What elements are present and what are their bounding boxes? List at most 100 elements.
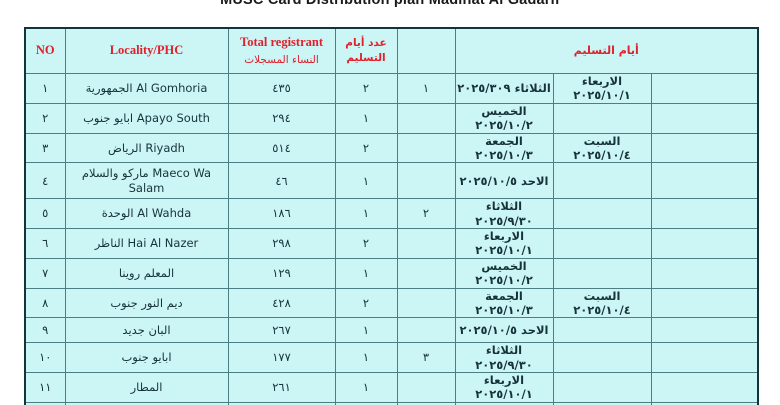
table-row: ٥ Al Wahda الوحدة ١٨٦ ١ ٢ الثلاثاء ٢٠٢٥/٩/٣٠ [24, 198, 759, 229]
cell-total: ١٧٧ [227, 342, 336, 373]
cell-delivery-date-2 [552, 228, 652, 259]
cell-delivery-date-3 [650, 132, 759, 164]
cell-sequence: ١ [396, 73, 456, 104]
cell-total: ١٢٩ [227, 257, 336, 289]
cell-delivery-date-1: الاحد ٢٠٢٥/١٠/٥ [454, 317, 554, 344]
table-header-row: NO Locality/PHC Total registrant النساء … [24, 27, 759, 74]
cell-delivery-date-3 [650, 228, 759, 259]
cell-delivery-date-3 [650, 162, 759, 200]
cell-delivery-date-2 [552, 317, 652, 344]
cell-delivery-date-3 [650, 372, 759, 403]
cell-delivery-date-2: الاربعاء ٢٠٢٥/١٠/١ [552, 73, 652, 104]
table-row: ١١ المطار ٢٦١ ١ الاربعاء ٢٠٢٥/١٠/١ [24, 372, 759, 403]
column-header-locality-label: Locality/PHC [109, 43, 184, 58]
cell-total: ٢٦٧ [227, 317, 336, 344]
cell-total: ٤٢٨ [227, 287, 336, 319]
cell-delivery-date-2 [552, 372, 652, 403]
cell-locality: ابايو جنوب [64, 342, 229, 373]
table-row: ٦ Hai Al Nazer الناظر ٢٩٨ ٢ الاربعاء ٢٠٢٥/١٠… [24, 228, 759, 259]
cell-days-count: ٢ [334, 132, 398, 164]
cell-locality: Apayo South ابايو جنوب [64, 102, 229, 134]
cell-sequence [396, 372, 456, 403]
cell-delivery-date-1: الجمعة ٢٠٢٥/١٠/٣ [454, 132, 554, 164]
cell-days-count: ٢ [334, 287, 398, 319]
cell-no: ٩ [24, 317, 66, 344]
column-header-delivery-days: أيام التسليم [454, 27, 759, 74]
cell-delivery-date-2 [552, 102, 652, 134]
cell-delivery-date-1: الجمعة ٢٠٢٥/١٠/٣ [454, 287, 554, 319]
cell-locality: المطار [64, 372, 229, 403]
cell-total: ٢٩٤ [227, 102, 336, 134]
cell-days-count: ١ [334, 162, 398, 200]
cell-delivery-date-1: الاحد ٢٠٢٥/١٠/٥ [454, 162, 554, 200]
cell-delivery-date-3 [650, 198, 759, 229]
cell-no: ٥ [24, 198, 66, 229]
cell-delivery-date-1: الخميس ٢٠٢٥/١٠/٢ [454, 257, 554, 289]
cell-days-count: ١ [334, 102, 398, 134]
cell-locality: Al Gomhoria الجمهورية [64, 73, 229, 104]
cell-days-count: ١ [334, 372, 398, 403]
cell-delivery-date-2: السبت ٢٠٢٥/١٠/٤ [552, 287, 652, 319]
cell-locality: Hai Al Nazer الناظر [64, 228, 229, 259]
cell-delivery-date-1: الخميس ٢٠٢٥/١٠/٢ [454, 102, 554, 134]
cell-sequence [396, 287, 456, 319]
cell-delivery-date-2 [552, 342, 652, 373]
cell-no: ٧ [24, 257, 66, 289]
table-header: NO Locality/PHC Total registrant النساء … [24, 27, 759, 74]
cell-sequence [396, 228, 456, 259]
cell-delivery-date-3 [650, 287, 759, 319]
column-header-locality: Locality/PHC [64, 27, 229, 74]
cell-locality: المعلم روينا [64, 257, 229, 289]
cell-no: ٨ [24, 287, 66, 319]
cell-days-count: ٢ [334, 73, 398, 104]
cell-locality: Maeco Wa ماركو والسلام Salam [64, 162, 229, 200]
cell-delivery-date-3 [650, 73, 759, 104]
table-row: ٧ المعلم روينا ١٢٩ ١ الخميس ٢٠٢٥/١٠/٢ [24, 257, 759, 289]
cell-days-count: ١ [334, 317, 398, 344]
column-header-no-label: NO [35, 43, 55, 58]
cell-delivery-date-3 [650, 102, 759, 134]
table-row: ٨ ديم النور جنوب ٤٢٨ ٢ الجمعة ٢٠٢٥/١٠/٣ السبت… [24, 287, 759, 319]
column-header-sequence [396, 27, 456, 74]
cell-sequence [396, 317, 456, 344]
cell-sequence: ٣ [396, 342, 456, 373]
distribution-plan-table: NO Locality/PHC Total registrant النساء … [24, 27, 760, 405]
table-row: ٤ Maeco Wa ماركو والسلام Salam ٤٦ ١ الاحد ٢٠… [24, 162, 759, 200]
cell-sequence [396, 102, 456, 134]
cell-no: ٣ [24, 132, 66, 164]
cell-sequence [396, 162, 456, 200]
cell-no: ١ [24, 73, 66, 104]
cell-delivery-date-2 [552, 198, 652, 229]
cell-total: ٥١٤ [227, 132, 336, 164]
cell-no: ٢ [24, 102, 66, 134]
table-row: ٢ Apayo South ابايو جنوب ٢٩٤ ١ الخميس ٢٠٢٥/١… [24, 102, 759, 134]
column-header-days-count-line1: عدد أيام [345, 36, 387, 49]
cell-delivery-date-1: الثلاثاء ٢٠٢٥/٩/٣٠ [454, 198, 554, 229]
table-row: ١٠ ابايو جنوب ١٧٧ ١ ٣ الثلاثاء ٢٠٢٥/٩/٣٠ [24, 342, 759, 373]
cell-locality: ديم النور جنوب [64, 287, 229, 319]
cell-delivery-date-1: الثلاثاء ٢٠٢٥/٣٠٩ [454, 73, 554, 104]
cell-days-count: ٢ [334, 228, 398, 259]
cell-total: ٤٦ [227, 162, 336, 200]
table-row: ٩ البان جديد ٢٦٧ ١ الاحد ٢٠٢٥/١٠/٥ [24, 317, 759, 344]
cell-delivery-date-3 [650, 342, 759, 373]
cell-locality: Riyadh الرياض [64, 132, 229, 164]
cell-delivery-date-2 [552, 162, 652, 200]
cell-delivery-date-2 [552, 257, 652, 289]
table-row: ١ Al Gomhoria الجمهورية ٤٣٥ ٢ ١ الثلاثاء ٢٠٢٥… [24, 73, 759, 104]
cell-no: ١١ [24, 372, 66, 403]
cell-delivery-date-3 [650, 257, 759, 289]
cell-delivery-date-3 [650, 317, 759, 344]
cell-days-count: ١ [334, 198, 398, 229]
cell-sequence [396, 132, 456, 164]
cell-no: ٦ [24, 228, 66, 259]
cell-total: ٢٩٨ [227, 228, 336, 259]
cell-total: ٢٦١ [227, 372, 336, 403]
column-header-total-en: Total registrant [240, 35, 323, 50]
cell-no: ١٠ [24, 342, 66, 373]
cell-locality: Al Wahda الوحدة [64, 198, 229, 229]
column-header-total-ar: النساء المسجلات [244, 53, 319, 66]
column-header-total-registrant: Total registrant النساء المسجلات [227, 27, 336, 74]
cell-days-count: ١ [334, 257, 398, 289]
